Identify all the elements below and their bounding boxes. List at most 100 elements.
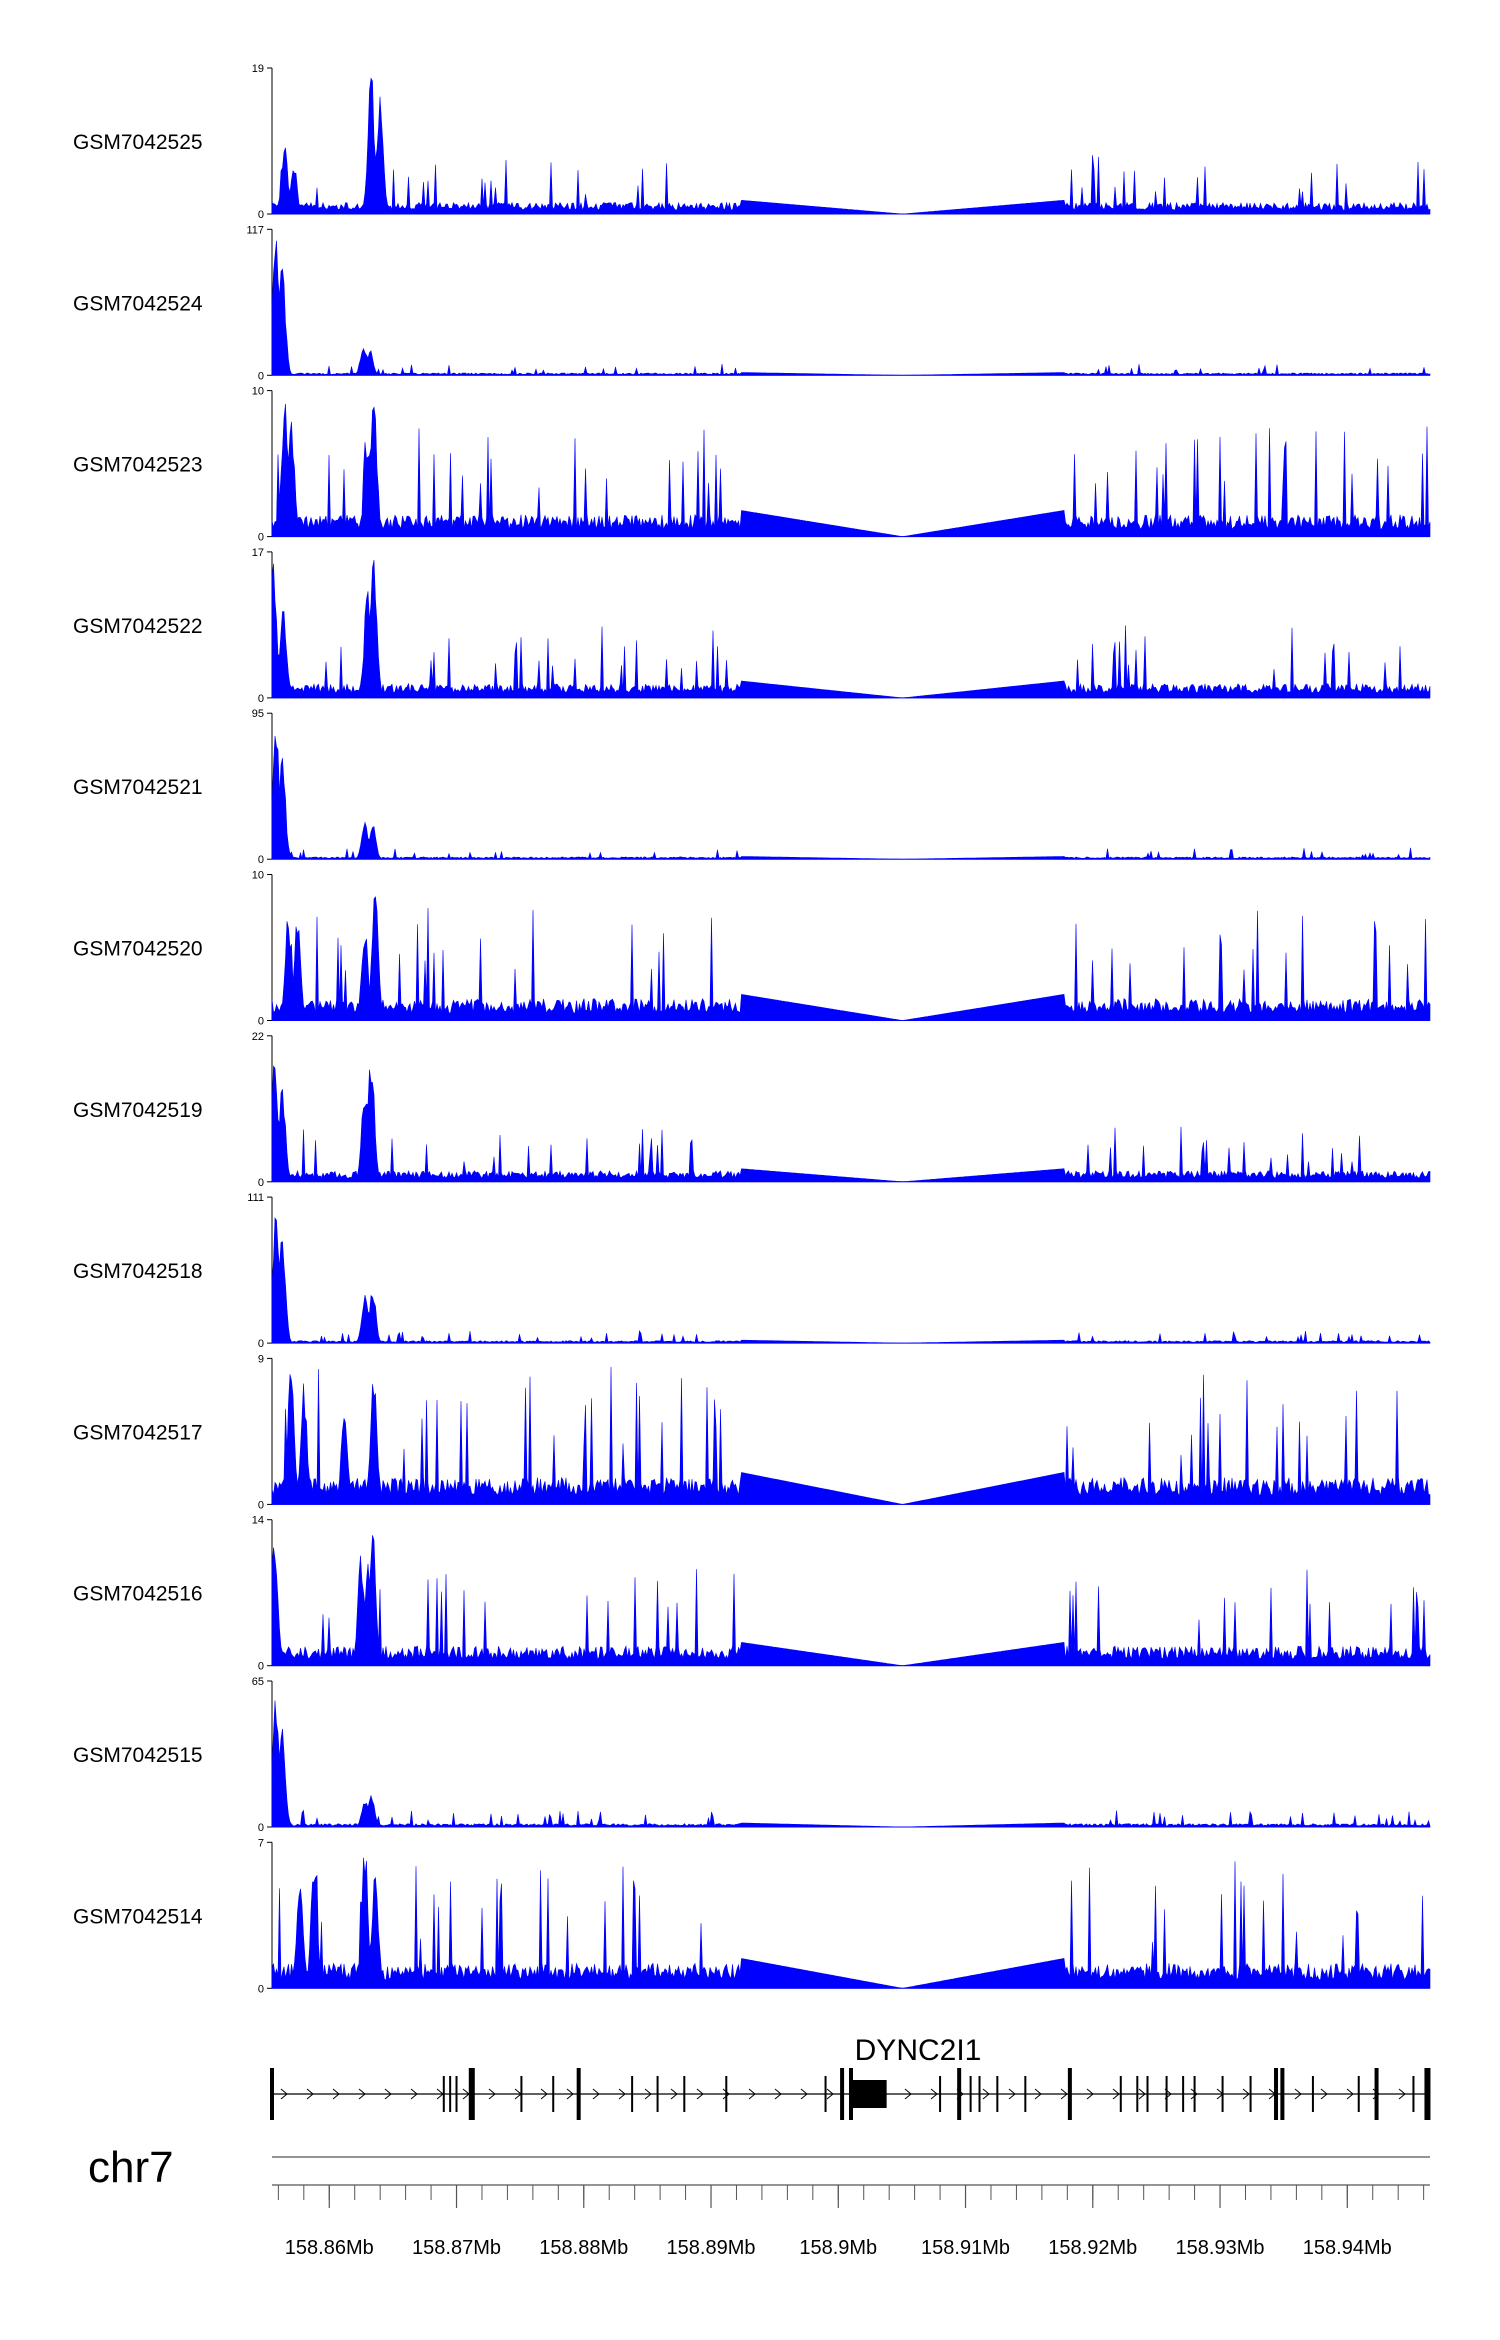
coverage-signal [271,77,1431,215]
track-name-label: GSM7042522 [73,615,203,638]
track-min-label: 0 [258,1661,264,1673]
strand-arrow [1060,2088,1068,2100]
coverage-signal [271,1065,1431,1183]
coverage-track: GSM7042514 7 0 [73,1837,1431,1995]
track-max-label: 111 [247,1192,264,1204]
track-min-label: 0 [258,209,264,221]
coverage-track: GSM7042524 117 0 [73,224,1431,382]
exon [725,2076,728,2112]
coverage-track: GSM7042517 9 0 [73,1353,1431,1511]
track-max-label: 17 [252,547,264,559]
exon [1311,2076,1314,2112]
coverage-signal [271,240,1431,376]
strand-arrow [904,2088,912,2100]
coding-exon [851,2080,887,2108]
exon [1193,2076,1196,2112]
track-name-label: GSM7042525 [73,131,203,154]
coverage-track: GSM7042525 19 0 [73,63,1431,221]
exon [1136,2076,1139,2112]
strand-arrow [1112,2088,1120,2100]
exon [683,2076,686,2112]
track-max-label: 10 [252,870,264,882]
exon [455,2076,458,2112]
strand-arrow [410,2088,418,2100]
exon [1146,2076,1149,2112]
strand-arrow [358,2088,366,2100]
track-name-label: GSM7042524 [73,292,203,315]
coverage-signal [271,1217,1431,1344]
coverage-signal [271,1366,1431,1505]
track-max-label: 7 [258,1837,264,1849]
exon [576,2068,581,2120]
strand-arrow [1138,2088,1146,2100]
track-name-label: GSM7042521 [73,776,203,799]
strand-arrow [592,2088,600,2100]
track-max-label: 10 [252,386,264,398]
track-min-label: 0 [258,370,264,382]
exon [824,2076,827,2112]
axis-tick-label: 158.91Mb [921,2237,1010,2259]
track-max-label: 14 [252,1515,264,1527]
track-max-label: 19 [252,63,264,75]
strand-arrow [982,2088,990,2100]
axis-tick-label: 158.9Mb [799,2237,877,2259]
exon [978,2076,981,2112]
strand-arrow [1190,2088,1198,2100]
strand-arrow [306,2088,314,2100]
axis-tick-label: 158.94Mb [1303,2237,1392,2259]
exon [939,2076,942,2112]
coverage-track: GSM7042515 65 0 [73,1676,1431,1834]
exon [1374,2068,1379,2120]
strand-arrow [1008,2088,1016,2100]
strand-arrow [696,2088,704,2100]
strand-arrow [1294,2088,1302,2100]
track-name-label: GSM7042520 [73,938,203,961]
track-name-label: GSM7042517 [73,1421,203,1444]
track-name-label: GSM7042518 [73,1260,203,1283]
exon [1412,2076,1415,2112]
exon [957,2068,962,2120]
exon [996,2076,999,2112]
strand-arrow [800,2088,808,2100]
strand-arrow [722,2088,730,2100]
exon [1165,2076,1168,2112]
coverage-track: GSM7042518 111 0 [73,1192,1431,1350]
strand-arrow [930,2088,938,2100]
axis-tick-label: 158.92Mb [1048,2237,1137,2259]
strand-arrow [384,2088,392,2100]
track-min-label: 0 [258,1016,264,1028]
coverage-signal [271,735,1431,860]
strand-arrow [1086,2088,1094,2100]
strand-arrow [332,2088,340,2100]
track-max-label: 95 [252,708,264,720]
exon [840,2068,845,2120]
coverage-track: GSM7042521 95 0 [73,708,1431,866]
coverage-signal [271,1535,1431,1666]
track-min-label: 0 [258,1177,264,1189]
coverage-tracks: GSM7042525 19 0 GSM7042524 117 0 GSM7042523 10 0… [73,63,1431,1995]
exon [270,2068,274,2120]
track-min-label: 0 [258,1499,264,1511]
track-name-label: GSM7042516 [73,1583,203,1606]
coverage-signal [271,1857,1431,1989]
track-min-label: 0 [258,1338,264,1350]
coverage-track: GSM7042516 14 0 [73,1515,1431,1673]
track-name-label: GSM7042523 [73,454,203,477]
strand-arrow [826,2088,834,2100]
strand-arrow [748,2088,756,2100]
coverage-signal [271,403,1431,537]
exon [1274,2068,1279,2120]
coverage-signal [271,1700,1431,1828]
strand-arrow [1320,2088,1328,2100]
gene-track: DYNC2I1 [270,2034,1431,2120]
axis-tick-label: 158.87Mb [412,2237,501,2259]
exon [1357,2076,1360,2112]
exon [552,2076,555,2112]
chromosome-label: chr7 [88,2143,174,2192]
axis-tick-label: 158.88Mb [539,2237,628,2259]
strand-arrow [280,2088,288,2100]
coverage-track: GSM7042519 22 0 [73,1031,1431,1189]
track-max-label: 22 [252,1031,264,1043]
exon [1182,2076,1185,2112]
exon [656,2076,659,2112]
